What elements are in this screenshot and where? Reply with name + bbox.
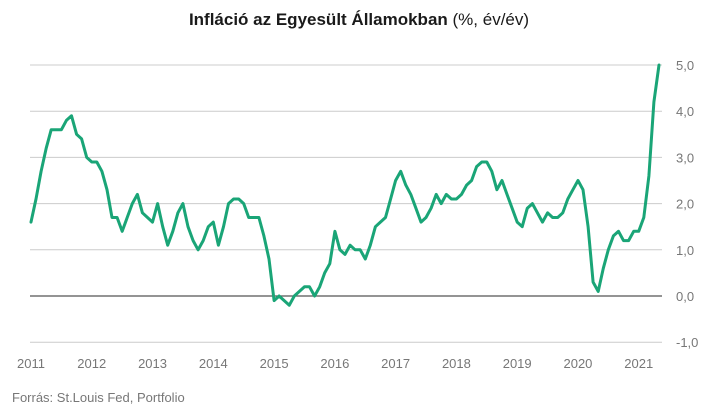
chart-title: Infláció az Egyesült Államokban (%, év/é…	[0, 10, 718, 30]
y-axis-ticks: 5,0 4,0 3,0 2,0 1,0 0,0 -1,0	[676, 58, 698, 350]
y-tick-label: 1,0	[676, 243, 694, 258]
chart-title-main: Infláció az Egyesült Államokban	[188, 10, 448, 29]
y-tick-label: 4,0	[676, 104, 694, 119]
x-tick-label: 2013	[138, 356, 167, 371]
x-tick-label: 2017	[381, 356, 410, 371]
x-tick-label: 2021	[624, 356, 653, 371]
x-tick-label: 2018	[442, 356, 471, 371]
x-tick-label: 2019	[503, 356, 532, 371]
x-tick-label: 2014	[199, 356, 228, 371]
y-tick-label: 3,0	[676, 150, 694, 165]
x-tick-label: 2011	[17, 356, 45, 371]
chart-title-unit: (%, év/év)	[452, 10, 530, 29]
x-tick-label: 2015	[260, 356, 289, 371]
x-tick-label: 2020	[563, 356, 592, 371]
inflation-series-line	[29, 63, 661, 307]
y-tick-label: 2,0	[676, 197, 694, 212]
gridlines	[30, 64, 662, 343]
y-tick-label: -1,0	[676, 335, 698, 350]
source-note: Forrás: St.Louis Fed, Portfolio	[12, 390, 185, 405]
x-tick-label: 2012	[77, 356, 106, 371]
y-tick-label: 5,0	[676, 58, 694, 73]
x-tick-label: 2016	[320, 356, 349, 371]
y-tick-label: 0,0	[676, 289, 694, 304]
x-axis-ticks: 2011 2012 2013 2014 2015 2016 2017 2018 2019 2020…	[17, 356, 653, 371]
